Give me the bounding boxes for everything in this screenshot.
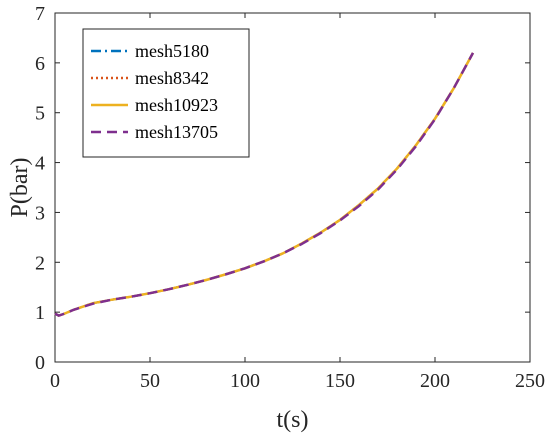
legend-box — [82, 28, 250, 158]
x-tick-label: 150 — [325, 370, 355, 392]
legend-label: mesh8342 — [135, 68, 209, 88]
x-tick-label: 100 — [230, 370, 260, 392]
y-tick-label: 1 — [35, 302, 45, 324]
series-line-mesh13705 — [54, 52, 475, 317]
y-tick-label: 3 — [35, 202, 45, 224]
legend-entry: mesh5180 — [91, 41, 209, 61]
y-tick-label: 2 — [35, 252, 45, 274]
x-tick-label: 250 — [515, 370, 545, 392]
y-tick-label: 4 — [35, 153, 45, 175]
legend-entry: mesh8342 — [91, 68, 209, 88]
y-tick-label: 0 — [35, 352, 45, 374]
y-tick-label: 5 — [35, 103, 45, 125]
series-layer — [54, 52, 475, 317]
legend-label: mesh10923 — [135, 95, 218, 115]
x-axis: 0 50 100 150 200 250 — [50, 13, 545, 392]
x-tick-label: 200 — [420, 370, 450, 392]
y-axis: 0 1 2 3 4 5 6 7 — [35, 3, 530, 374]
y-axis-label: P(bar) — [7, 158, 33, 218]
x-tick-label: 50 — [140, 370, 160, 392]
x-tick-label: 0 — [50, 370, 60, 392]
y-tick-label: 7 — [35, 3, 45, 25]
legend-label: mesh13705 — [135, 122, 218, 142]
legend-entry: mesh13705 — [91, 122, 218, 142]
legend: mesh5180 mesh8342 mesh10923 mesh13705 — [82, 28, 250, 158]
y-tick-label: 6 — [35, 53, 45, 75]
legend-label: mesh5180 — [135, 41, 209, 61]
x-axis-label: t(s) — [277, 407, 309, 433]
legend-entry: mesh10923 — [91, 95, 218, 115]
